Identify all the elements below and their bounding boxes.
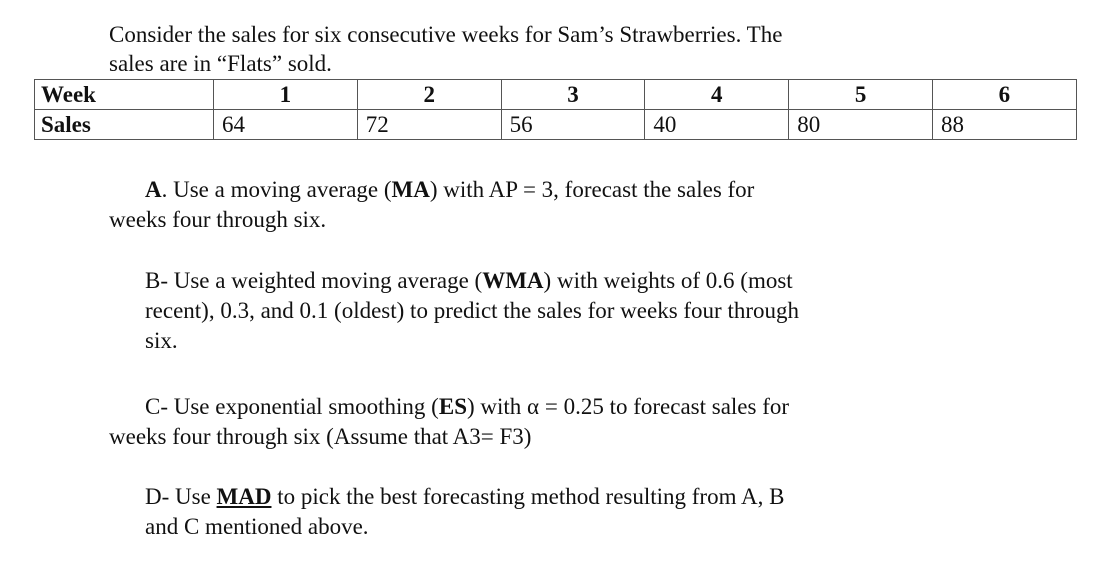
sales-cell: 64 (213, 109, 358, 140)
question-d-line-1: D- Use MAD to pick the best forecasting … (145, 482, 945, 512)
question-a-line-1: A. Use a moving average (MA) with AP = 3… (109, 175, 1009, 205)
question-c-abbr: ES (438, 394, 467, 419)
question-b-line-3: six. (145, 328, 178, 353)
sales-cell: 80 (788, 109, 933, 140)
question-a-abbr: MA (391, 177, 430, 202)
intro-line-1: Consider the sales for six consecutive w… (109, 22, 783, 47)
question-a-letter: A (145, 177, 162, 202)
question-c: C- Use exponential smoothing (ES) with α… (109, 392, 1009, 452)
sales-cell: 88 (931, 109, 1077, 140)
question-c-line-2: weeks four through six (Assume that A3= … (109, 424, 532, 449)
sales-cell: 56 (500, 109, 646, 140)
week-row: Week 1 2 3 4 5 6 (34, 79, 1077, 110)
question-c-text: C- Use exponential smoothing ( (145, 394, 439, 419)
problem-intro: Consider the sales for six consecutive w… (109, 20, 969, 78)
question-a-line-2: weeks four through six. (109, 207, 327, 232)
week-cell: 6 (931, 79, 1077, 110)
week-cell: 2 (356, 79, 502, 110)
week-row-label: Week (34, 79, 214, 110)
question-d: D- Use MAD to pick the best forecasting … (145, 482, 945, 542)
sales-table: Week 1 2 3 4 5 6 Sales 64 72 56 40 80 88 (34, 79, 1077, 140)
sales-row-label: Sales (34, 109, 214, 140)
question-d-text: D- Use (145, 484, 217, 509)
question-b-text: ) with weights of 0.6 (most (543, 268, 793, 293)
intro-line-2: sales are in “Flats” sold. (109, 51, 332, 76)
question-b-abbr: WMA (482, 268, 544, 293)
question-d-abbr: MAD (216, 484, 272, 509)
week-cell: 5 (788, 79, 933, 110)
question-b-line-2: recent), 0.3, and 0.1 (oldest) to predic… (145, 298, 800, 323)
question-a-text: . Use a moving average ( (161, 177, 392, 202)
week-cell: 1 (213, 79, 358, 110)
question-a: A. Use a moving average (MA) with AP = 3… (109, 175, 1009, 235)
week-cell: 3 (500, 79, 646, 110)
question-d-line-2: and C mentioned above. (145, 514, 369, 539)
question-c-line-1: C- Use exponential smoothing (ES) with α… (109, 392, 1009, 422)
question-b-text: B- Use a weighted moving average ( (145, 268, 483, 293)
question-c-text: ) with α = 0.25 to forecast sales for (467, 394, 790, 419)
question-b-line-1: B- Use a weighted moving average (WMA) w… (145, 266, 945, 296)
sales-cell: 40 (644, 109, 790, 140)
question-a-text: ) with AP = 3, forecast the sales for (429, 177, 755, 202)
question-b: B- Use a weighted moving average (WMA) w… (145, 266, 945, 356)
sales-cell: 72 (356, 109, 502, 140)
question-d-text: to pick the best forecasting method resu… (271, 484, 785, 509)
week-cell: 4 (644, 79, 790, 110)
sales-row: Sales 64 72 56 40 80 88 (34, 109, 1077, 140)
